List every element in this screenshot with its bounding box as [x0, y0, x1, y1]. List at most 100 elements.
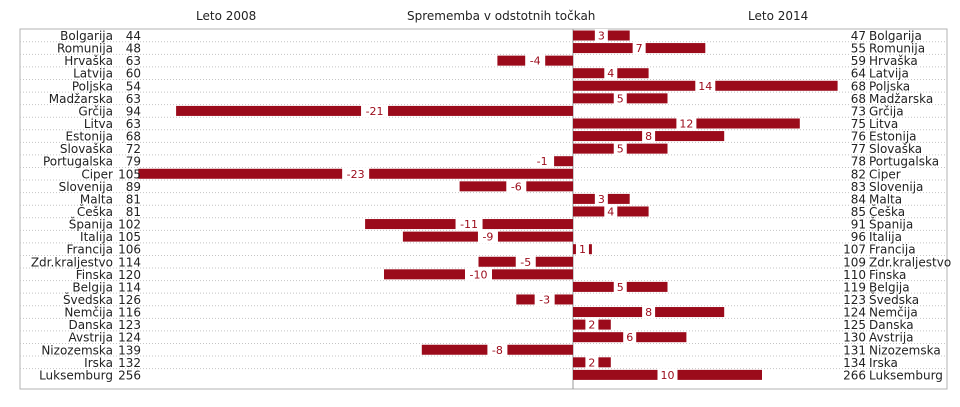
value-2014-label: 73: [851, 104, 866, 118]
value-label-bg: [594, 29, 608, 42]
country-label-right: Avstrija: [869, 331, 914, 345]
value-label-bg: [613, 142, 627, 156]
value-2014-label: 68: [851, 92, 866, 106]
country-label-left: Bolgarija: [60, 29, 113, 43]
country-label-left: Romunija: [57, 42, 113, 56]
value-2008-label: 81: [126, 205, 141, 219]
country-label-left: Estonija: [65, 130, 113, 144]
value-2014-label: 75: [851, 117, 866, 131]
value-2008-label: 114: [118, 255, 141, 269]
value-label: 1: [579, 243, 586, 256]
value-2014-label: 107: [843, 243, 866, 257]
country-label-right: Grčija: [869, 104, 904, 118]
header-left: Leto 2008: [196, 9, 256, 23]
value-label-bg: [642, 305, 656, 319]
value-2014-label: 84: [851, 192, 866, 206]
value-label-bg: [342, 167, 370, 181]
value-2014-label: 125: [843, 318, 866, 332]
value-label-bg: [532, 154, 553, 168]
value-label: -4: [530, 55, 541, 68]
country-label-right: Poljska: [869, 79, 910, 93]
value-label-bg: [487, 343, 508, 357]
country-label-right: Finska: [869, 268, 906, 282]
value-2008-label: 120: [118, 268, 141, 282]
country-label-right: Litva: [869, 117, 898, 131]
value-label: 5: [617, 281, 624, 294]
value-label: 12: [679, 117, 693, 130]
value-2008-label: 89: [126, 180, 141, 194]
country-label-right: Belgija: [869, 280, 910, 294]
value-label-bg: [657, 368, 678, 382]
country-label-left: Latvija: [73, 67, 113, 81]
country-label-right: Slovaška: [869, 142, 922, 156]
gridlines: [20, 41, 947, 370]
country-label-right: Slovenija: [869, 180, 923, 194]
value-2014-label: 134: [843, 356, 866, 370]
value-label: -3: [539, 293, 550, 306]
value-2008-label: 114: [118, 280, 141, 294]
country-label-right: Latvija: [869, 67, 909, 81]
value-label: 14: [698, 80, 712, 93]
value-2014-label: 55: [851, 42, 866, 56]
value-2008-label: 126: [118, 293, 141, 307]
country-label-left: Belgija: [72, 280, 113, 294]
value-label-bg: [515, 255, 536, 269]
country-label-right: Hrvaška: [869, 54, 918, 68]
country-label-right: Portugalska: [869, 155, 939, 169]
country-label-left: Češka: [77, 204, 113, 219]
value-2008-label: 63: [126, 54, 141, 68]
value-2014-label: 123: [843, 293, 866, 307]
value-label-bg: [604, 66, 618, 80]
value-2014-label: 96: [851, 230, 866, 244]
country-label-left: Španija: [69, 217, 113, 232]
country-label-left: Nizozemska: [41, 343, 113, 357]
value-label: 5: [617, 92, 624, 105]
country-label-left: Litva: [84, 117, 113, 131]
country-label-left: Slovenija: [59, 180, 113, 194]
country-label-left: Madžarska: [49, 92, 113, 106]
country-label-left: Danska: [68, 318, 113, 332]
value-label: -21: [366, 105, 384, 118]
country-label-right: Danska: [869, 318, 914, 332]
value-label: 3: [598, 193, 605, 206]
value-2008-label: 94: [126, 104, 141, 118]
value-label-bg: [361, 104, 389, 118]
country-label-right: Romunija: [869, 42, 925, 56]
value-2014-label: 85: [851, 205, 866, 219]
value-label-bg: [575, 242, 589, 256]
country-label-right: Luksemburg: [869, 368, 943, 382]
bar: [554, 156, 573, 167]
value-label-bg: [613, 91, 627, 105]
country-label-right: Francija: [869, 243, 916, 257]
value-label-bg: [632, 41, 646, 55]
country-label-left: Zdr.kraljestvo: [31, 255, 113, 269]
value-label-bg: [534, 292, 555, 306]
value-label-bg: [695, 79, 716, 93]
header-center: Sprememba v odstotnih točkah: [407, 9, 595, 23]
value-label-bg: [525, 54, 546, 68]
value-2014-label: 76: [851, 130, 866, 144]
value-2008-label: 124: [118, 331, 141, 345]
value-2014-label: 77: [851, 142, 866, 156]
value-2008-label: 132: [118, 356, 141, 370]
value-2008-label: 72: [126, 142, 141, 156]
value-2008-label: 60: [126, 67, 141, 81]
country-label-right: Madžarska: [869, 92, 933, 106]
country-label-left: Malta: [80, 192, 113, 206]
value-2008-label: 106: [118, 243, 141, 257]
country-label-right: Ciper: [869, 167, 901, 181]
value-2008-label: 139: [118, 343, 141, 357]
value-2008-label: 81: [126, 192, 141, 206]
value-2008-label: 54: [126, 79, 141, 93]
value-2008-label: 256: [118, 368, 141, 382]
value-label: 4: [607, 67, 614, 80]
value-2014-label: 83: [851, 180, 866, 194]
value-2008-label: 48: [126, 42, 141, 56]
value-label-bg: [465, 267, 492, 281]
value-label: -6: [511, 180, 522, 193]
value-label: 8: [645, 130, 652, 143]
value-label-bg: [585, 318, 599, 332]
value-label: -10: [470, 268, 488, 281]
value-label-bg: [594, 192, 608, 206]
